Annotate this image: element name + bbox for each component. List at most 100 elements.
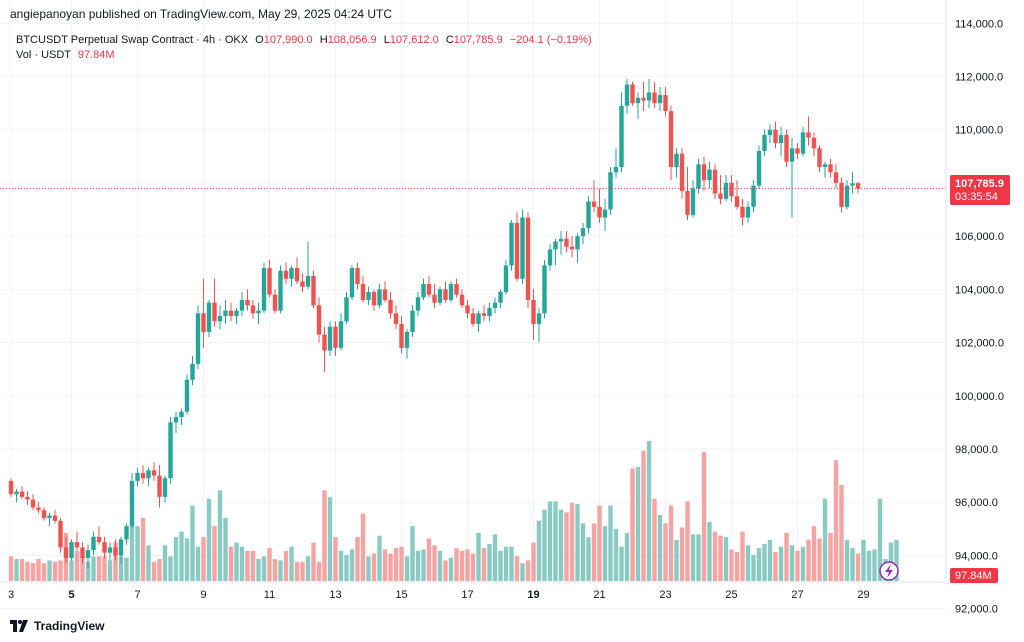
- time-axis[interactable]: 3 5 7 9 11 13 15 17 19 21 23 25 27 29: [8, 589, 870, 601]
- candle-body: [52, 515, 58, 521]
- candle-body: [784, 135, 789, 162]
- candle-body: [190, 363, 195, 380]
- candle-body: [338, 321, 344, 348]
- candle-body: [602, 209, 608, 218]
- candle: [30, 494, 36, 511]
- y-tick-label: 98,000.0: [955, 444, 998, 456]
- candle-body: [30, 499, 36, 508]
- candle: [778, 127, 784, 157]
- candle: [740, 198, 745, 226]
- candle: [173, 411, 179, 434]
- candle: [646, 79, 652, 109]
- volume-bar: [866, 550, 872, 581]
- candle: [360, 276, 366, 303]
- candle-body: [833, 172, 839, 183]
- symbol-label[interactable]: BTCUSDT Perpetual Swap Contract · 4h · O…: [16, 34, 249, 46]
- candle: [201, 278, 206, 348]
- candle: [14, 488, 19, 503]
- volume-bar: [773, 552, 778, 581]
- candle: [47, 512, 52, 527]
- candle: [333, 321, 338, 356]
- candle: [278, 265, 283, 314]
- candle-body: [157, 475, 162, 497]
- volume-bar: [861, 539, 866, 581]
- candle-body: [140, 472, 146, 479]
- candle: [168, 417, 173, 484]
- high-value: 108,056.9: [327, 34, 377, 46]
- volume-bar: [377, 535, 382, 581]
- candle: [388, 292, 393, 319]
- candle-body: [69, 542, 74, 559]
- volume-bar: [80, 556, 85, 581]
- volume-bar: [234, 542, 239, 581]
- candle: [382, 281, 388, 303]
- candle-body: [305, 276, 311, 287]
- volume-bar: [19, 559, 25, 581]
- candle-body: [366, 292, 371, 300]
- candle: [498, 289, 503, 308]
- candle-body: [371, 292, 377, 306]
- volume-indicator-label[interactable]: Vol · USDT: [16, 49, 71, 61]
- volume-bar: [492, 534, 498, 581]
- candle-body: [679, 153, 685, 191]
- candle: [789, 137, 795, 218]
- candle-body: [740, 206, 745, 218]
- candle: [822, 161, 828, 178]
- candle: [19, 486, 25, 500]
- candle-body: [514, 222, 520, 279]
- candle: [426, 276, 432, 298]
- candle-body: [459, 294, 465, 306]
- candle: [784, 129, 789, 167]
- lightning-icon[interactable]: [879, 561, 899, 581]
- volume-bar: [498, 550, 503, 581]
- candle-body: [525, 217, 531, 300]
- volume-bar: [338, 550, 344, 581]
- volume-bar: [668, 505, 674, 581]
- candle: [525, 212, 531, 308]
- volume-bar: [619, 546, 624, 581]
- volume-bar: [454, 548, 459, 581]
- candle-body: [173, 417, 179, 423]
- candle-body: [580, 228, 586, 237]
- candle-body: [465, 305, 470, 314]
- candle: [96, 526, 102, 545]
- candle-body: [96, 536, 102, 543]
- volume-bar: [382, 549, 388, 581]
- candle-body: [41, 510, 47, 519]
- volume-bar: [333, 537, 338, 581]
- volume-badge: 97.84M: [950, 568, 998, 583]
- volume-bar: [195, 546, 201, 581]
- low-label: L: [383, 34, 390, 46]
- candle-body: [63, 547, 69, 559]
- published-caption: angiepanoyan published on TradingView.co…: [10, 7, 393, 21]
- volume-bar: [41, 563, 47, 581]
- candle: [696, 158, 701, 194]
- candle-body: [344, 297, 349, 322]
- candle: [52, 510, 58, 524]
- candle-body: [536, 313, 542, 324]
- candle-body: [162, 478, 168, 497]
- candle-body: [212, 302, 217, 322]
- tradingview-logo[interactable]: TradingView: [10, 617, 104, 635]
- volume-bar: [575, 504, 580, 581]
- volume-bar: [833, 460, 839, 581]
- candle: [520, 209, 525, 285]
- volume-bar: [289, 546, 294, 581]
- price-axis[interactable]: 114,000.0112,000.0110,000.0108,000.0106,…: [955, 18, 1004, 615]
- candle-body: [481, 313, 487, 316]
- volume-bar: [514, 556, 520, 581]
- candle-body: [795, 148, 800, 154]
- candle-body: [184, 379, 190, 412]
- candle: [624, 79, 630, 114]
- y-tick-label: 100,000.0: [955, 391, 1004, 403]
- volume-bar: [784, 532, 789, 581]
- candle: [129, 472, 135, 529]
- volume-bar: [828, 532, 833, 581]
- chart-legend: BTCUSDT Perpetual Swap Contract · 4h · O…: [16, 33, 592, 63]
- volume-bar: [443, 560, 448, 581]
- x-tick-label: 13: [329, 589, 341, 601]
- candle: [685, 166, 690, 221]
- volume-bar: [723, 537, 729, 581]
- candle: [371, 289, 377, 311]
